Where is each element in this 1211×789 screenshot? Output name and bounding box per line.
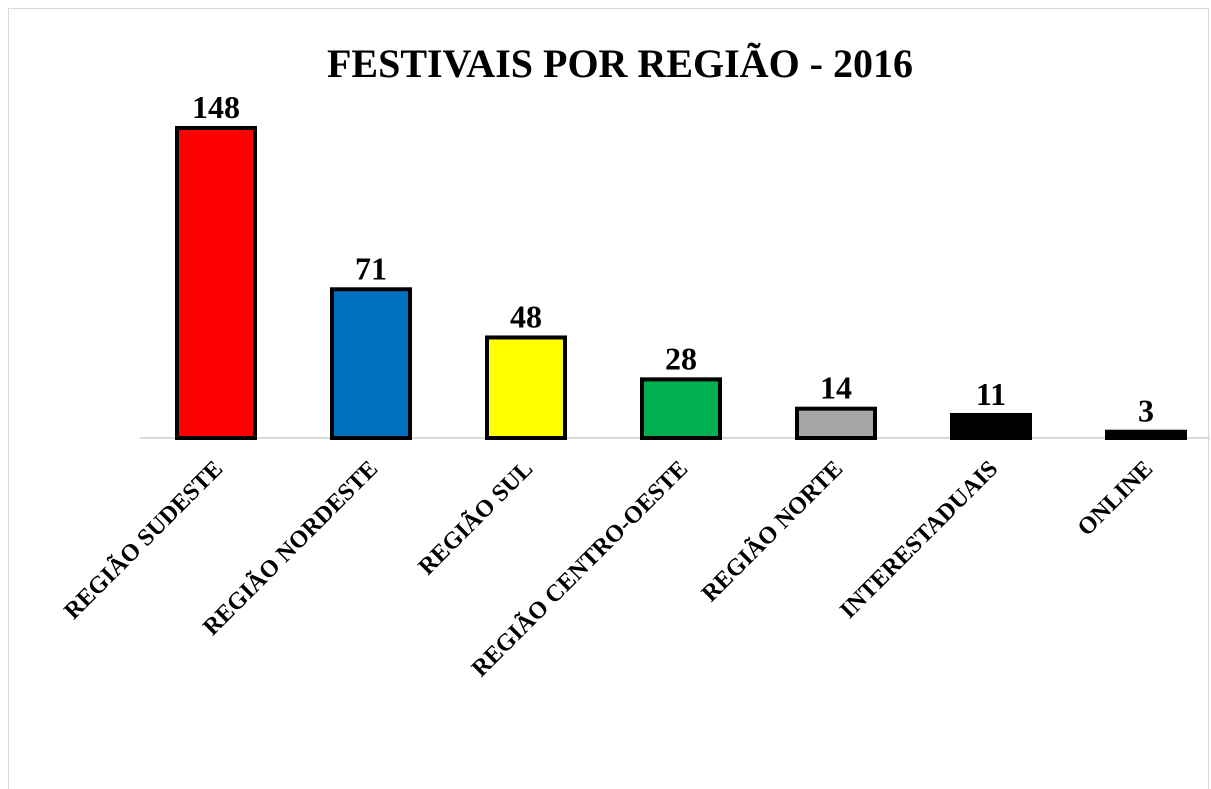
x-tick-label: REGIÃO NORDESTE <box>198 456 383 641</box>
chart-title: FESTIVAIS POR REGIÃO - 2016 <box>327 41 913 86</box>
value-label: 148 <box>192 89 240 125</box>
bar <box>950 412 1032 441</box>
value-label: 71 <box>355 250 387 286</box>
x-tick-label: REGIÃO NORTE <box>697 456 848 607</box>
value-label: 28 <box>665 340 697 376</box>
value-label: 11 <box>976 376 1006 412</box>
x-tick-label: ONLINE <box>1073 456 1158 541</box>
x-tick-label: REGIÃO SUL <box>414 456 538 580</box>
bar <box>485 335 567 441</box>
chart-border <box>8 8 1209 789</box>
x-tick-label: REGIÃO SUDESTE <box>59 456 228 625</box>
bar <box>795 406 877 441</box>
x-tick-label: INTERESTADUAIS <box>835 456 1003 624</box>
bar <box>330 287 412 440</box>
value-label: 14 <box>820 370 852 406</box>
bar <box>175 126 257 440</box>
value-label: 3 <box>1138 393 1154 429</box>
bar <box>640 377 722 440</box>
bar <box>1105 429 1187 441</box>
value-label: 48 <box>510 298 542 334</box>
